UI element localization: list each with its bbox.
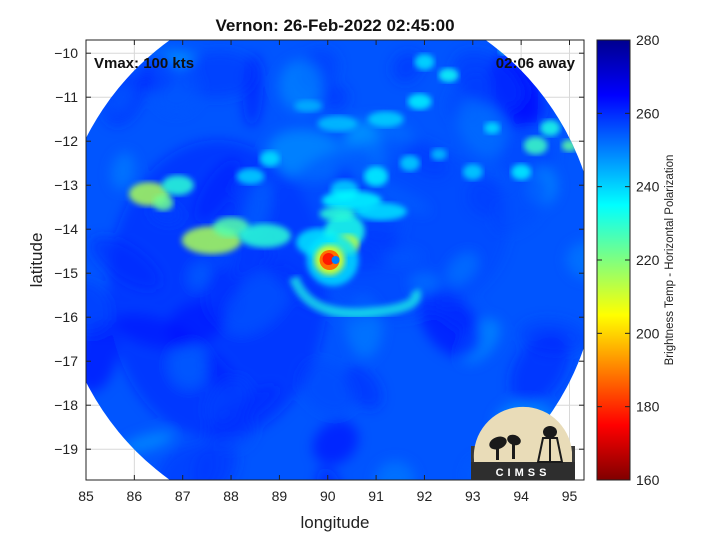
y-tick-label: −11 xyxy=(55,89,78,105)
y-tick-label: −16 xyxy=(54,309,78,325)
colorbar-tick-label: 260 xyxy=(636,105,660,121)
colorbar-tick-label: 200 xyxy=(636,325,660,341)
x-tick-label: 95 xyxy=(562,488,578,504)
x-tick-label: 92 xyxy=(417,488,433,504)
y-tick-label: −19 xyxy=(54,441,78,457)
x-tick-label: 85 xyxy=(78,488,94,504)
y-tick-label: −12 xyxy=(54,133,78,149)
cimss-logo: CIMSS xyxy=(471,406,575,480)
y-tick-label: −13 xyxy=(54,177,78,193)
colorbar xyxy=(596,39,631,481)
colorbar-ticks: 160 180 200 220 240 260 280 xyxy=(597,32,660,488)
y-tick-label: −18 xyxy=(54,397,78,413)
vmax-label: Vmax: 100 kts xyxy=(94,55,194,72)
x-axis-ticks: 85 86 87 88 89 90 91 92 93 94 95 xyxy=(78,40,577,504)
plot-frame xyxy=(85,39,585,481)
storm-eye xyxy=(306,234,359,286)
x-axis-label: longitude xyxy=(300,513,369,532)
colorbar-tick-label: 180 xyxy=(636,399,660,415)
y-tick-label: −15 xyxy=(54,265,78,281)
x-tick-label: 90 xyxy=(320,488,336,504)
x-tick-label: 88 xyxy=(223,488,239,504)
y-axis-label: latitude xyxy=(27,233,46,288)
y-tick-label: −14 xyxy=(54,221,78,237)
cimss-logo-text: CIMSS xyxy=(496,467,551,479)
colorbar-tick-label: 160 xyxy=(636,472,660,488)
x-tick-label: 87 xyxy=(175,488,191,504)
x-tick-label: 86 xyxy=(127,488,143,504)
colorbar-tick-label: 240 xyxy=(636,179,660,195)
x-tick-label: 93 xyxy=(465,488,481,504)
x-tick-label: 89 xyxy=(272,488,288,504)
colorbar-tick-label: 220 xyxy=(636,252,660,268)
x-tick-label: 91 xyxy=(368,488,384,504)
y-axis-ticks: −10 −11 −12 −13 −14 −15 −16 −17 −18 −19 xyxy=(54,45,584,457)
y-tick-label: −17 xyxy=(54,353,78,369)
chart-title: Vernon: 26-Feb-2022 02:45:00 xyxy=(215,16,454,35)
time-away-label: 02:06 away xyxy=(496,55,576,72)
brightness-temperature-swath xyxy=(86,40,584,480)
x-tick-label: 94 xyxy=(513,488,529,504)
y-tick-label: −10 xyxy=(54,45,78,61)
colorbar-label: Brightness Temp - Horizontal Polarizatio… xyxy=(664,155,676,366)
colorbar-tick-label: 280 xyxy=(636,32,660,48)
